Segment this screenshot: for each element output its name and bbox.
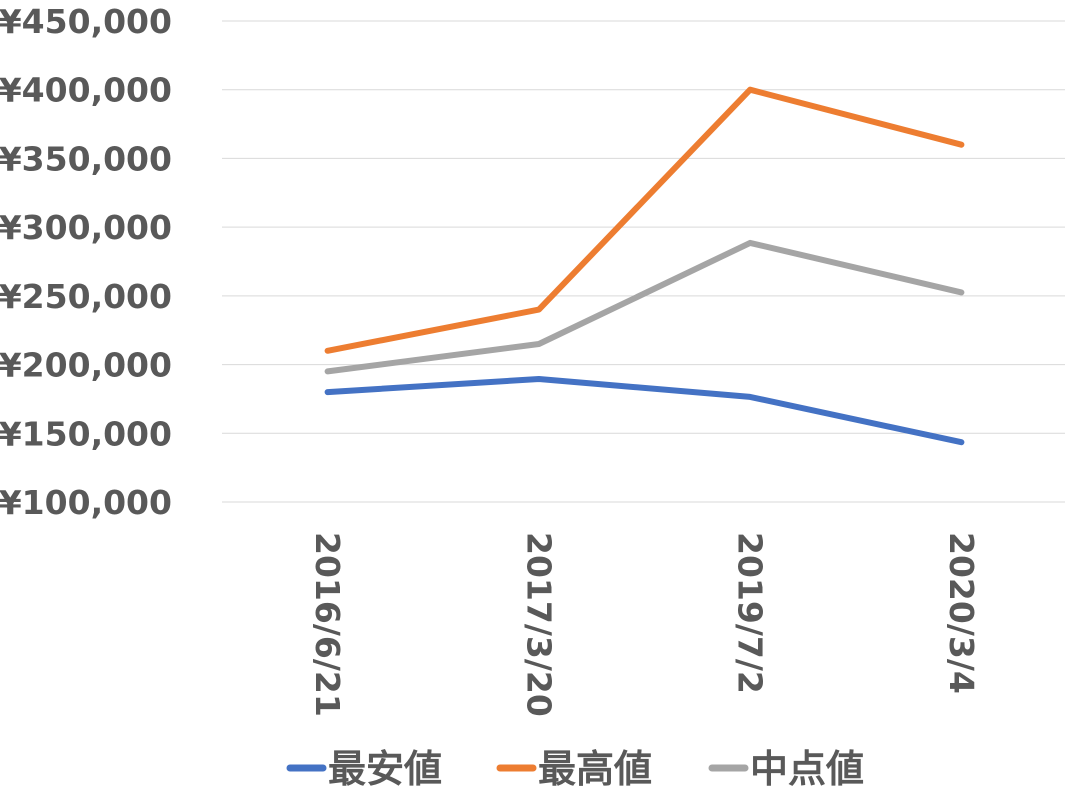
series-line-0 bbox=[324, 376, 965, 446]
y-tick-label-2: ¥200,000 bbox=[0, 346, 172, 385]
y-tick-label-6: ¥400,000 bbox=[0, 71, 172, 110]
x-axis-tick-labels: 2016/6/21 2017/3/20 2019/7/2 2020/3/4 bbox=[308, 532, 981, 717]
y-tick-label-3: ¥250,000 bbox=[0, 277, 172, 316]
series-lines bbox=[324, 86, 965, 446]
x-tick-label-0: 2016/6/21 bbox=[308, 532, 347, 717]
legend-label-1: 最高値 bbox=[538, 747, 652, 791]
x-tick-label-1: 2017/3/20 bbox=[519, 532, 558, 717]
y-tick-label-0: ¥100,000 bbox=[0, 483, 172, 522]
gridlines bbox=[222, 20, 1065, 503]
y-tick-label-5: ¥350,000 bbox=[0, 139, 172, 178]
y-axis-tick-labels: ¥100,000 ¥150,000 ¥200,000 ¥250,000 ¥300,000… bbox=[0, 2, 172, 522]
y-tick-label-4: ¥300,000 bbox=[0, 208, 172, 247]
legend: 最安値 最高値 中点値 bbox=[286, 747, 864, 791]
y-tick-label-1: ¥150,000 bbox=[0, 414, 172, 453]
y-tick-label-7: ¥450,000 bbox=[0, 2, 172, 41]
x-tick-label-2: 2019/7/2 bbox=[731, 532, 770, 694]
legend-label-0: 最安値 bbox=[328, 747, 442, 791]
series-line-2 bbox=[324, 239, 965, 375]
legend-label-2: 中点値 bbox=[750, 747, 864, 791]
x-tick-label-3: 2020/3/4 bbox=[942, 532, 981, 694]
series-line-1 bbox=[324, 86, 965, 354]
